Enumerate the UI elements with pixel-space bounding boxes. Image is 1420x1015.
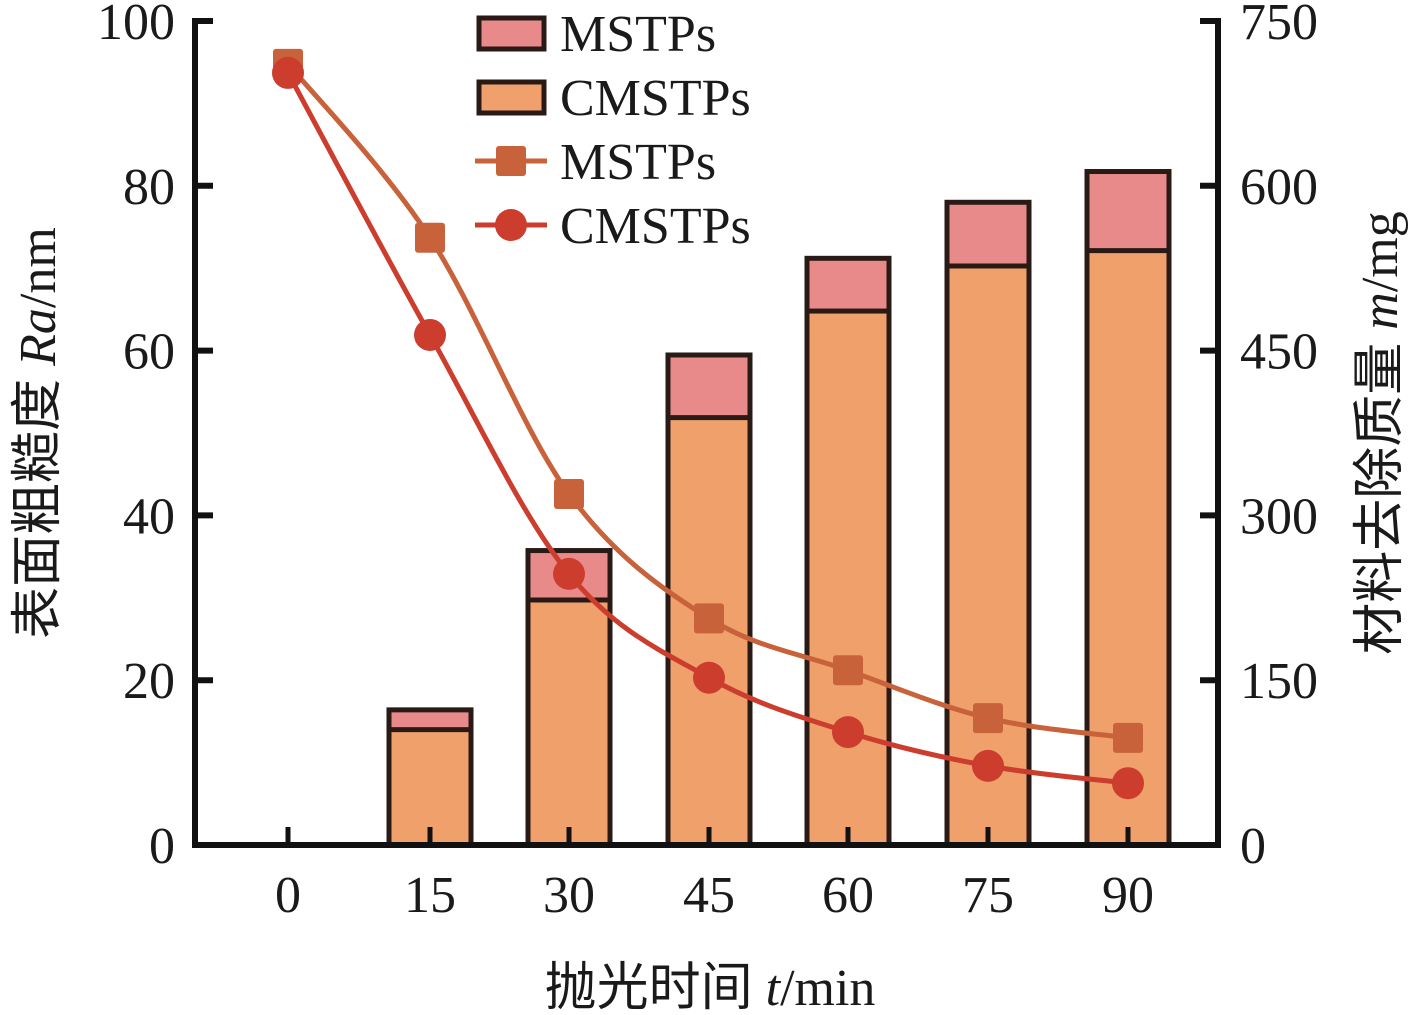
- y-axis-title-left: 表面粗糙度 Ra/nm: [10, 227, 67, 639]
- y-tick-label-left: 60: [123, 324, 175, 381]
- point-circle-cmstps: [272, 56, 304, 89]
- line-cmstps: [285, 71, 1129, 786]
- point-circle-cmstps: [553, 557, 585, 590]
- point-square-mstps: [415, 222, 445, 253]
- y-tick-label-left: 20: [123, 653, 175, 710]
- y-tick-label-right: 750: [1240, 0, 1318, 51]
- y-axis-title-left-prefix: 表面粗糙度: [10, 366, 67, 639]
- x-tick-label: 90: [1102, 867, 1154, 924]
- point-square-mstps: [1113, 722, 1143, 753]
- y-tick-label-left: 80: [123, 159, 175, 216]
- x-tick-label: 30: [543, 867, 595, 924]
- bar-cmstps: [525, 597, 613, 848]
- point-square-mstps: [694, 603, 724, 634]
- legend-label: CMSTPs: [560, 198, 751, 255]
- y-tick-label-left: 100: [97, 0, 175, 51]
- x-axis-title-var: t: [766, 960, 782, 1015]
- y-axis-title-left-suffix: /nm: [10, 227, 67, 308]
- x-tick-label: 60: [822, 867, 874, 924]
- bar-cmstps: [1084, 248, 1172, 848]
- x-tick-label: 75: [962, 867, 1014, 924]
- x-axis-title-suffix: /min: [780, 960, 875, 1015]
- lines-layer: [272, 48, 1144, 800]
- y-axis-title-right-prefix: 材料去除质量: [1352, 330, 1409, 655]
- y-axis-title-left-var: Ra: [10, 308, 67, 367]
- legend-marker-circle: [495, 209, 527, 241]
- x-tick-label: 0: [275, 867, 301, 924]
- y-axis-title-right-suffix: /mg: [1352, 211, 1409, 292]
- y-axis-title-right: 材料去除质量 m/mg: [1352, 211, 1409, 654]
- legend: MSTPs CMSTPs MSTPs CMSTPs: [475, 6, 751, 255]
- point-circle-cmstps: [1112, 767, 1144, 800]
- y-tick-label-right: 0: [1240, 818, 1266, 875]
- point-square-mstps: [973, 703, 1003, 734]
- bar-cmstps: [804, 308, 892, 848]
- y-axis-title-right-var: m: [1352, 292, 1409, 330]
- legend-swatch-bar: [476, 79, 547, 116]
- point-circle-cmstps: [414, 318, 446, 351]
- y-tick-label-right: 150: [1240, 653, 1318, 710]
- x-axis-title: 抛光时间 t/min: [545, 960, 876, 1015]
- y-tick-label-right: 600: [1240, 159, 1318, 216]
- legend-label: MSTPs: [560, 134, 716, 191]
- legend-label: MSTPs: [560, 6, 716, 63]
- legend-label: CMSTPs: [560, 70, 751, 127]
- y-tick-label-right: 300: [1240, 488, 1318, 545]
- x-axis-title-prefix: 抛光时间: [545, 960, 766, 1015]
- y-tick-label-left: 0: [149, 818, 175, 875]
- legend-swatch-bar: [476, 15, 547, 52]
- x-tick-label: 15: [404, 867, 456, 924]
- bar-cmstps: [944, 263, 1032, 848]
- y-tick-label-right: 450: [1240, 324, 1318, 381]
- axes-layer: 0 20 40 60 80 100 0 150 300 450 600 750 0 15 30 45 60 75 9…: [97, 0, 1318, 924]
- y-tick-label-left: 40: [123, 488, 175, 545]
- point-circle-cmstps: [693, 661, 725, 694]
- point-square-mstps: [554, 478, 584, 509]
- x-tick-label: 45: [683, 867, 735, 924]
- legend-marker-square: [496, 146, 526, 176]
- point-circle-cmstps: [972, 749, 1004, 782]
- point-square-mstps: [833, 655, 863, 686]
- point-circle-cmstps: [832, 716, 864, 749]
- bars-layer: [386, 169, 1172, 848]
